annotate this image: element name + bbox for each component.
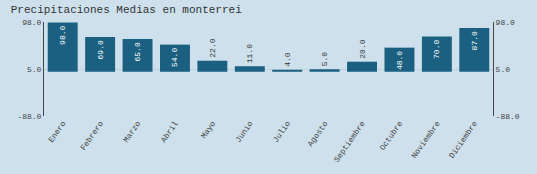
svg-text:Noviembre: Noviembre: [410, 119, 442, 160]
svg-text:20.0: 20.0: [358, 39, 367, 58]
svg-text:48.0: 48.0: [395, 51, 404, 70]
svg-text:22.0: 22.0: [208, 38, 217, 57]
svg-text:-88.0: -88.0: [496, 112, 520, 121]
svg-text:Octubre: Octubre: [378, 119, 405, 152]
svg-text:5.0: 5.0: [496, 65, 511, 74]
svg-text:Diciembre: Diciembre: [447, 119, 479, 160]
svg-text:87.0: 87.0: [470, 31, 479, 50]
svg-text:Septiembre: Septiembre: [332, 119, 367, 164]
svg-text:98.0: 98.0: [22, 18, 41, 27]
svg-text:Julio: Julio: [271, 119, 292, 144]
svg-text:Junio: Junio: [234, 119, 255, 144]
svg-text:Marzo: Marzo: [121, 119, 142, 144]
svg-text:4.0: 4.0: [283, 52, 292, 67]
svg-text:65.0: 65.0: [133, 42, 142, 61]
svg-text:69.0: 69.0: [96, 40, 105, 59]
svg-text:5.0: 5.0: [27, 65, 42, 74]
svg-text:98.0: 98.0: [58, 26, 67, 45]
svg-text:Precipitaciones Medias en mont: Precipitaciones Medias en monterrei: [11, 4, 242, 16]
svg-text:70.0: 70.0: [432, 40, 441, 59]
svg-text:54.0: 54.0: [170, 48, 179, 67]
svg-text:Enero: Enero: [46, 119, 67, 144]
svg-text:Febrero: Febrero: [78, 119, 105, 152]
svg-text:Agosto: Agosto: [306, 119, 330, 148]
svg-text:5.0: 5.0: [320, 52, 329, 67]
svg-text:11.0: 11.0: [245, 44, 254, 63]
svg-text:98.0: 98.0: [496, 18, 515, 27]
svg-text:Abril: Abril: [159, 119, 180, 144]
svg-text:-88.0: -88.0: [17, 112, 41, 121]
svg-text:Mayo: Mayo: [199, 119, 218, 140]
